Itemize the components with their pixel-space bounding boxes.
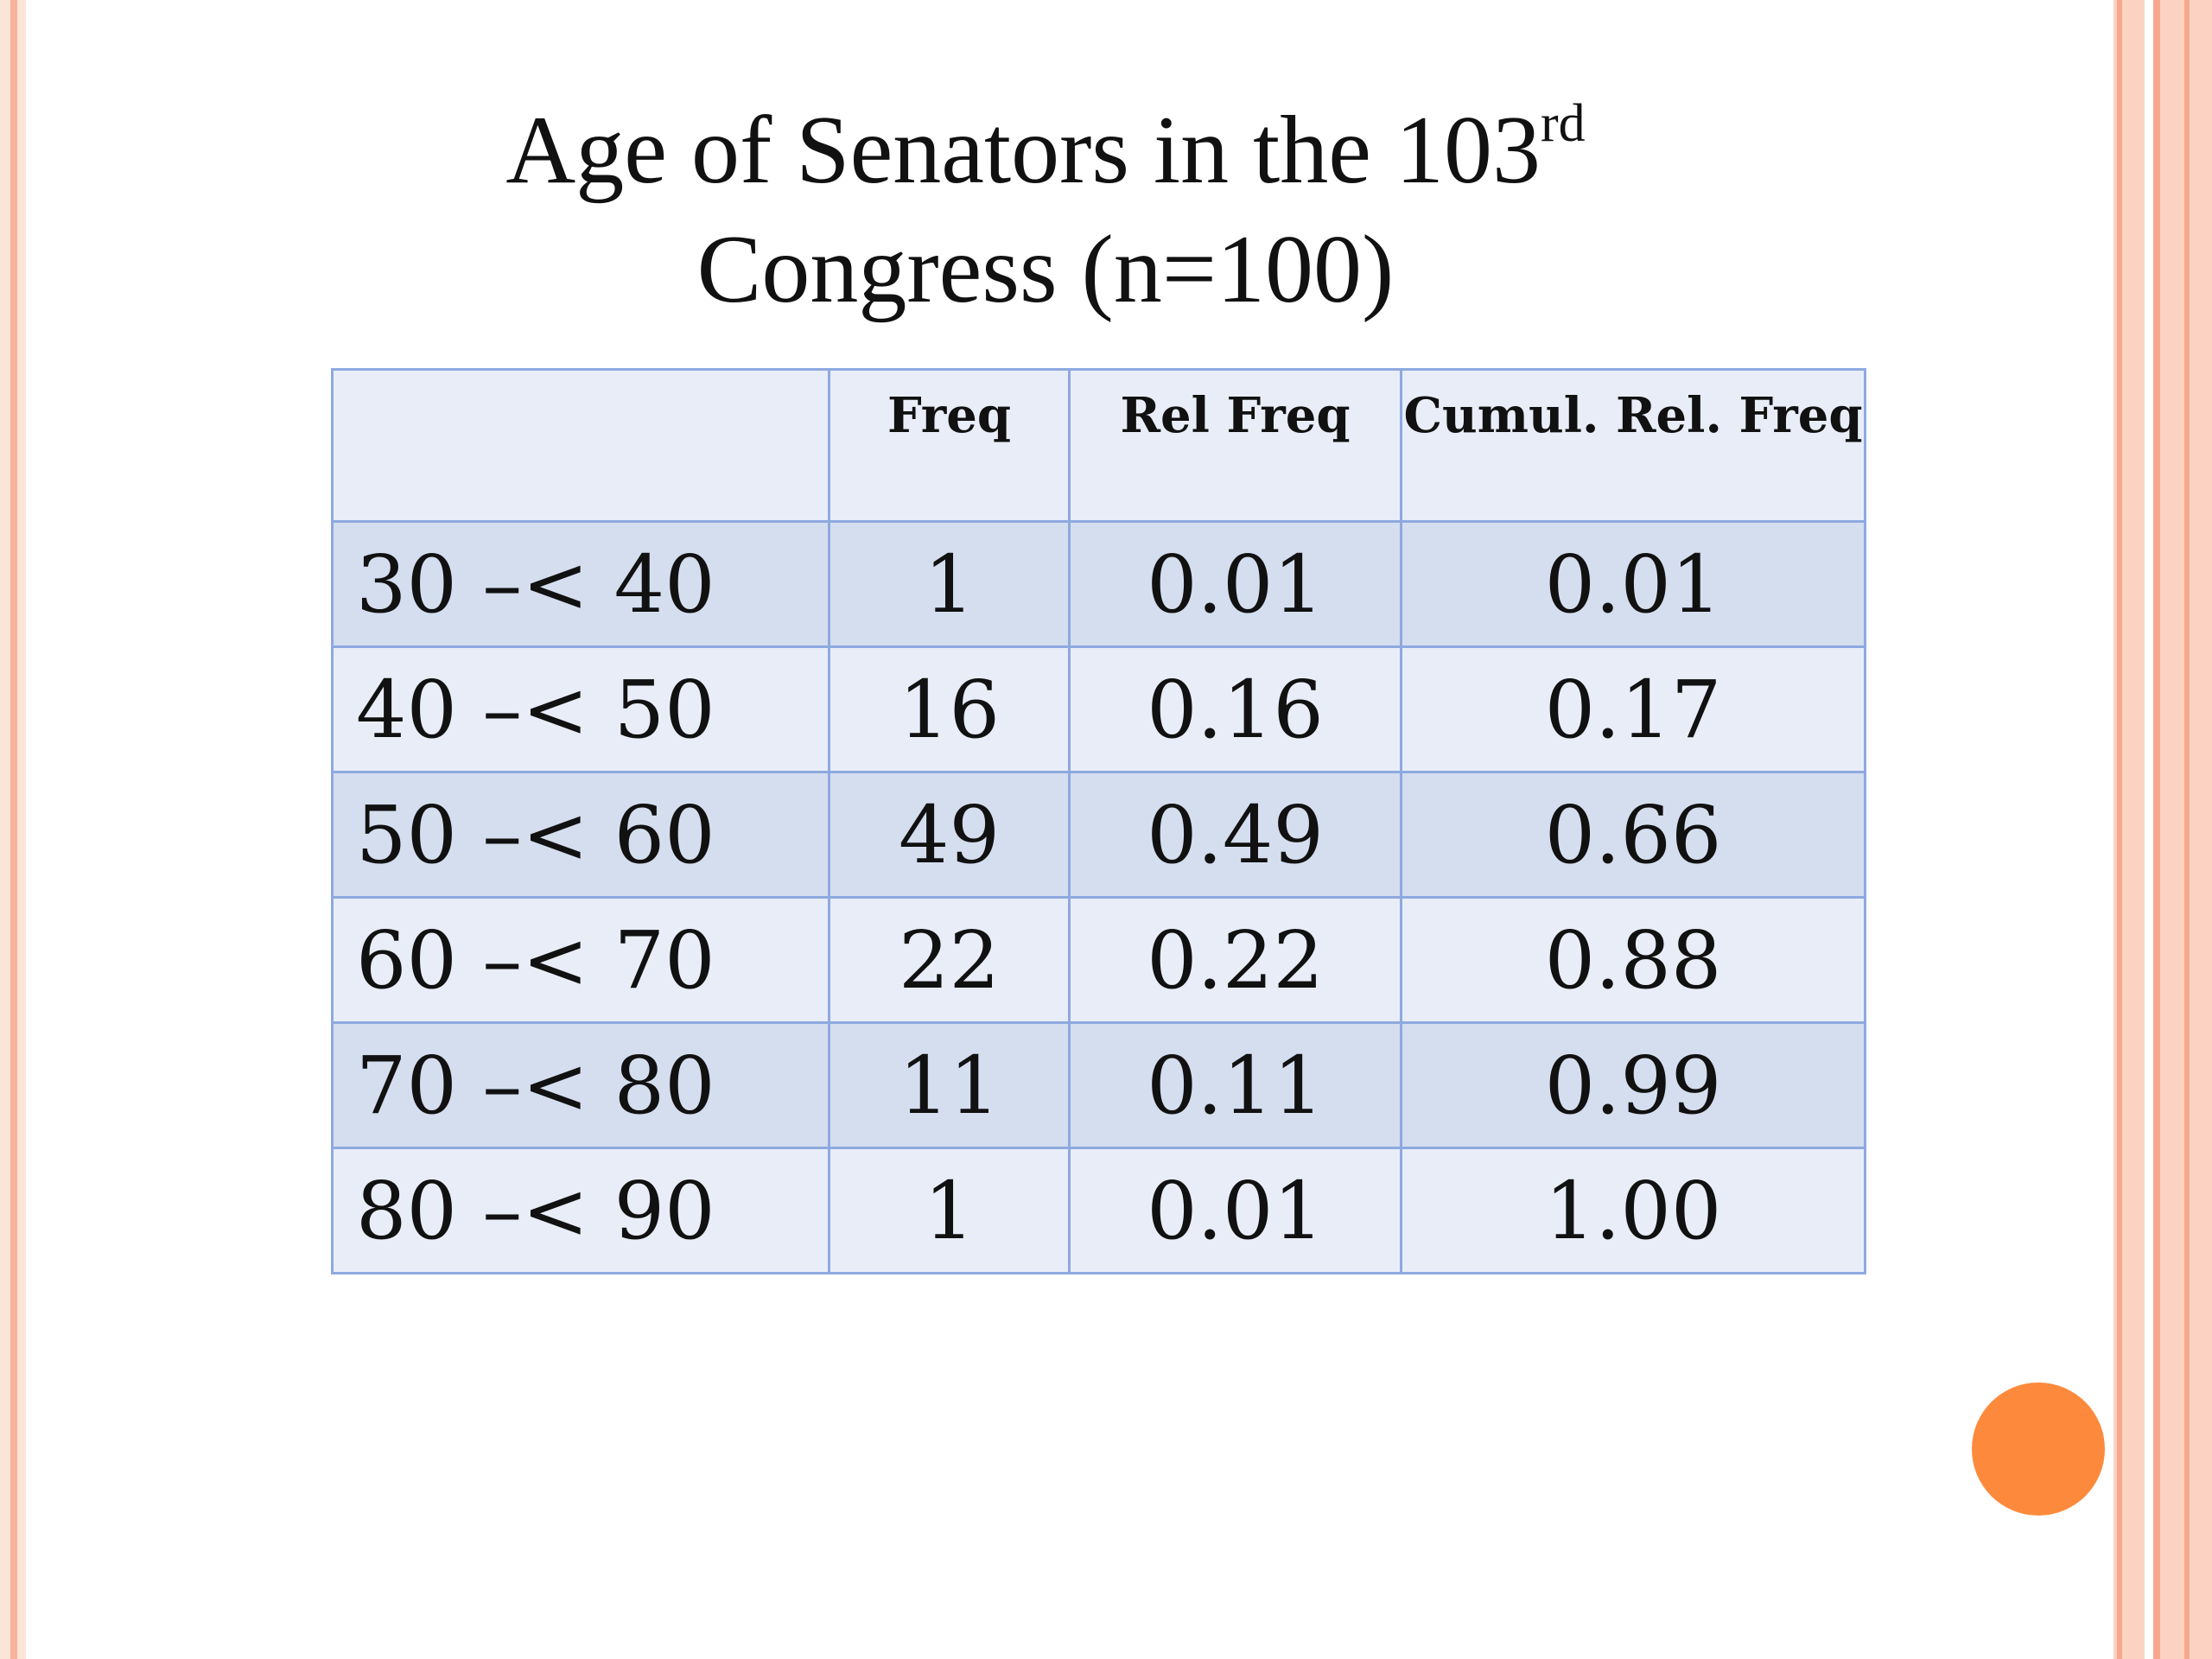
title-line-1: Age of Senators in the 103 bbox=[505, 97, 1541, 204]
cell-freq: 1 bbox=[828, 1147, 1071, 1274]
cell-rel-freq: 0.49 bbox=[1068, 771, 1402, 899]
table-row: 70 –< 80 11 0.11 0.99 bbox=[331, 1021, 1866, 1149]
right-decorative-band bbox=[2113, 0, 2212, 1659]
table-row: 50 –< 60 49 0.49 0.66 bbox=[331, 771, 1866, 899]
cell-freq: 1 bbox=[828, 520, 1071, 648]
right-decorative-line bbox=[2184, 0, 2190, 1659]
cell-range: 60 –< 70 bbox=[331, 896, 830, 1024]
slide-title: Age of Senators in the 103rd Congress (n… bbox=[259, 91, 1832, 329]
cell-range: 40 –< 50 bbox=[331, 645, 830, 773]
orange-circle-decoration bbox=[1972, 1382, 2105, 1516]
cell-cumul-rel-freq: 0.66 bbox=[1400, 771, 1866, 899]
table-row: 30 –< 40 1 0.01 0.01 bbox=[331, 520, 1866, 648]
right-decorative-line bbox=[2117, 0, 2122, 1659]
cell-freq: 11 bbox=[828, 1021, 1071, 1149]
cell-rel-freq: 0.22 bbox=[1068, 896, 1402, 1024]
right-decorative-line bbox=[2153, 0, 2160, 1659]
cell-cumul-rel-freq: 1.00 bbox=[1400, 1147, 1866, 1274]
table-row: 60 –< 70 22 0.22 0.88 bbox=[331, 896, 1866, 1024]
header-freq: Freq bbox=[828, 368, 1071, 523]
cell-freq: 49 bbox=[828, 771, 1071, 899]
cell-cumul-rel-freq: 0.88 bbox=[1400, 896, 1866, 1024]
cell-rel-freq: 0.16 bbox=[1068, 645, 1402, 773]
header-rel-freq: Rel Freq bbox=[1068, 368, 1402, 523]
cell-freq: 22 bbox=[828, 896, 1071, 1024]
header-range bbox=[331, 368, 830, 523]
cell-cumul-rel-freq: 0.17 bbox=[1400, 645, 1866, 773]
header-cumul-rel-freq: Cumul. Rel. Freq bbox=[1400, 368, 1866, 523]
cell-rel-freq: 0.11 bbox=[1068, 1021, 1402, 1149]
cell-freq: 16 bbox=[828, 645, 1071, 773]
frequency-table: Freq Rel Freq Cumul. Rel. Freq 30 –< 40 … bbox=[331, 368, 1866, 1274]
right-decorative-gap bbox=[2145, 0, 2153, 1659]
cell-rel-freq: 0.01 bbox=[1068, 1147, 1402, 1274]
table-row: 80 –< 90 1 0.01 1.00 bbox=[331, 1147, 1866, 1274]
cell-rel-freq: 0.01 bbox=[1068, 520, 1402, 648]
cell-range: 80 –< 90 bbox=[331, 1147, 830, 1274]
title-line-2: Congress (n=100) bbox=[696, 216, 1395, 323]
cell-range: 50 –< 60 bbox=[331, 771, 830, 899]
left-decorative-line bbox=[10, 0, 17, 1659]
cell-cumul-rel-freq: 0.01 bbox=[1400, 520, 1866, 648]
table-header-row: Freq Rel Freq Cumul. Rel. Freq bbox=[331, 368, 1866, 523]
title-superscript: rd bbox=[1540, 94, 1586, 153]
cell-range: 70 –< 80 bbox=[331, 1021, 830, 1149]
cell-cumul-rel-freq: 0.99 bbox=[1400, 1021, 1866, 1149]
table-row: 40 –< 50 16 0.16 0.17 bbox=[331, 645, 1866, 773]
cell-range: 30 –< 40 bbox=[331, 520, 830, 648]
